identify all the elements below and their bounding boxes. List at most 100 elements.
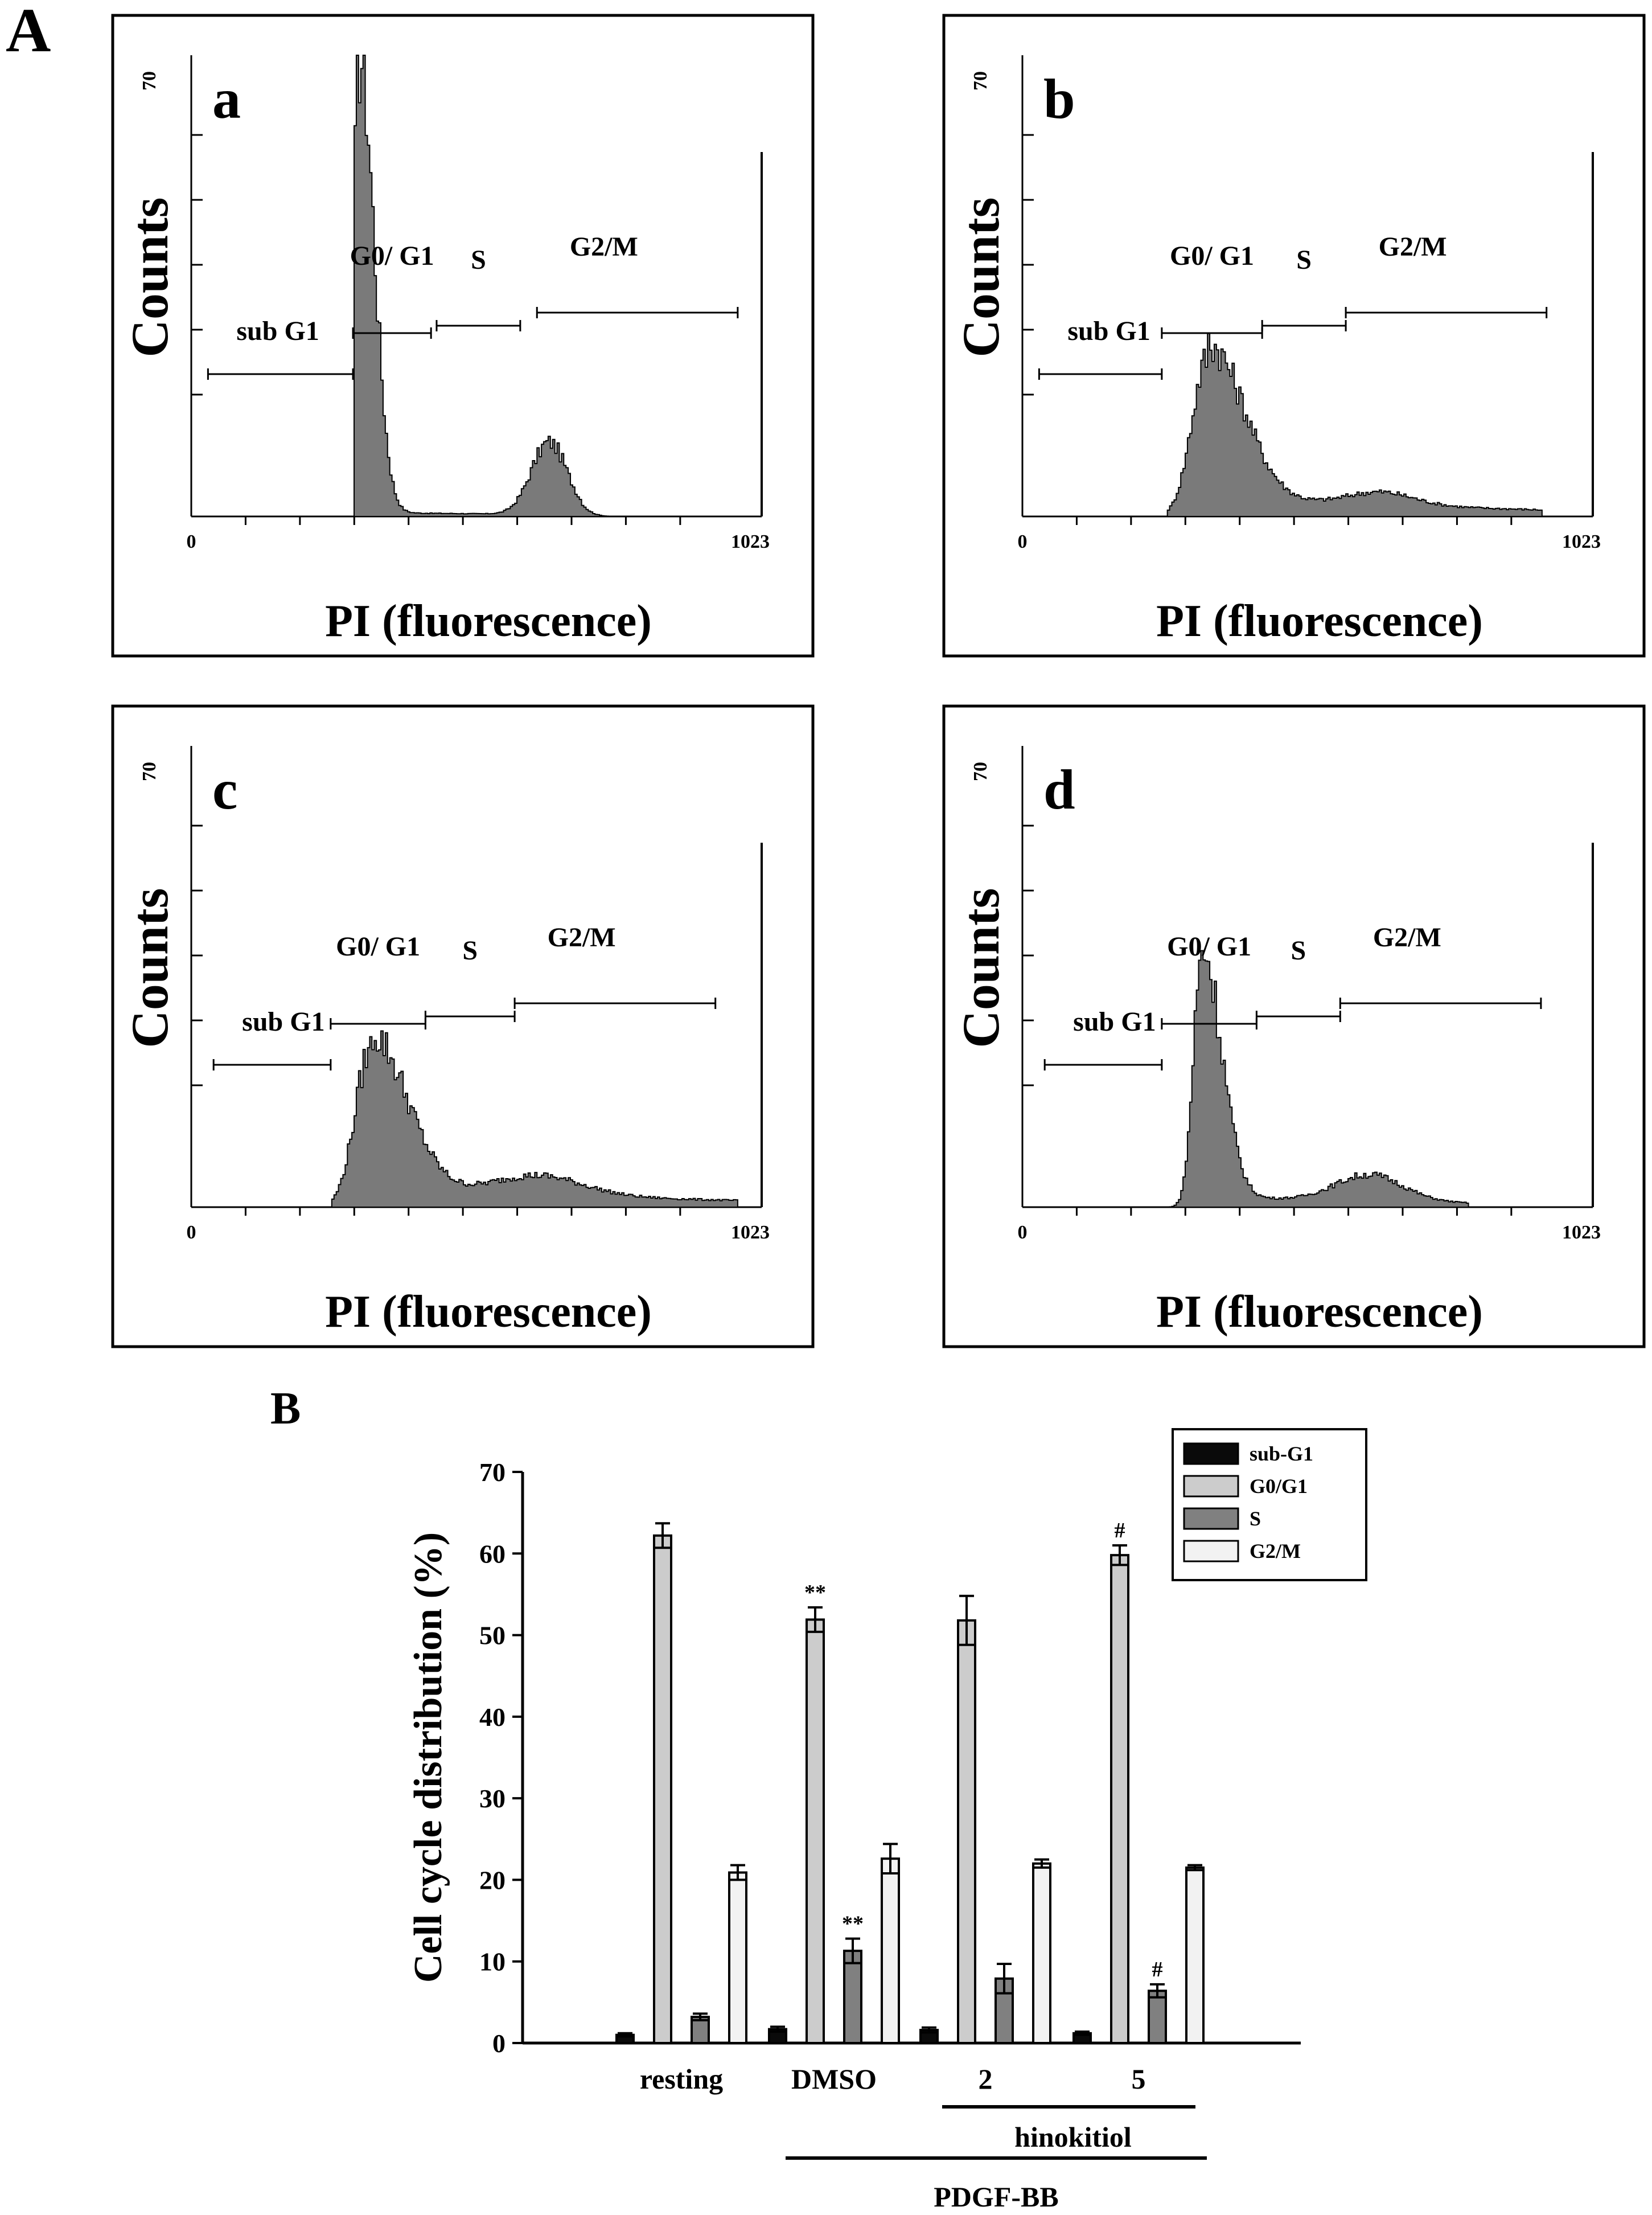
error-bar-G0/G1-DMSO: [808, 1606, 823, 1633]
histogram-area: [191, 1030, 762, 1208]
error-bar-G2/M-5: [1187, 1864, 1202, 1872]
bar-G0/G1-DMSO: [806, 1618, 825, 2044]
bar-G2/M-5: [1185, 1866, 1205, 2045]
y-tick-label-70: 70: [970, 762, 991, 781]
gate-g2m: [513, 998, 717, 1009]
histogram-area: [1022, 950, 1593, 1208]
bar-G0/G1-5: [1110, 1554, 1129, 2044]
significance-marker: **: [804, 1581, 826, 1605]
x-min-label: 0: [187, 531, 196, 552]
y-axis-label: Counts: [952, 197, 1010, 357]
error-bar-S-2: [997, 1963, 1012, 1995]
gate-g0g1: [1161, 327, 1263, 339]
legend-label-S: S: [1250, 1507, 1261, 1530]
x-min-label: 0: [187, 1222, 196, 1243]
y-tick-label: 50: [479, 1621, 506, 1650]
error-bar-G0/G1-2: [959, 1594, 974, 1646]
panel-letter: a: [212, 67, 241, 130]
error-bar-sub-G1-DMSO: [770, 2025, 785, 2033]
gate-label-s: S: [1296, 245, 1312, 275]
y-tick-label: 10: [479, 1947, 506, 1976]
gate-s: [424, 1011, 516, 1022]
gate-g2m: [536, 307, 739, 318]
legend-swatch-sub-G1: [1183, 1442, 1239, 1465]
gate-s: [1261, 320, 1347, 331]
y-tick-label: 70: [479, 1458, 506, 1487]
bar-chart: 0 10 20 30 40 50 60 70 Cell cycle distribution (…: [406, 1428, 1367, 2213]
bar-S-5: [1148, 1990, 1167, 2044]
x-tick-label: 5: [1132, 2063, 1146, 2095]
gate-label-g2m: G2/M: [1373, 922, 1441, 953]
y-axis-label: Counts: [121, 888, 179, 1048]
gate-label-subG1: sub G1: [242, 1007, 324, 1037]
significance-marker: **: [842, 1912, 864, 1936]
y-axis-label: Counts: [952, 888, 1010, 1048]
panel-frame: [942, 14, 1646, 658]
gate-g0g1: [352, 327, 432, 339]
bar-S-DMSO: [843, 1950, 862, 2045]
legend-swatch-G0/G1: [1183, 1475, 1239, 1498]
error-bar-G2/M-DMSO: [883, 1843, 898, 1874]
y-tick-label: 60: [479, 1539, 506, 1568]
y-tick-label: 20: [479, 1865, 506, 1894]
y-axis-label: Counts: [121, 197, 179, 357]
error-bar-S-5: [1150, 1983, 1165, 1999]
x-tick-label: 2: [979, 2063, 993, 2095]
error-bar-S-DMSO: [845, 1937, 860, 1964]
significance-marker: #: [1152, 1958, 1163, 1982]
y-tick-label-70: 70: [139, 762, 160, 781]
bar-G0/G1-resting: [653, 1534, 672, 2045]
y-tick-label-70: 70: [139, 71, 160, 91]
histogram-panels: a 70 Counts 0 1023 PI (fluorescence) sub G1 G0/…: [111, 14, 1646, 1348]
gate-s: [435, 320, 521, 331]
gate-label-subG1: sub G1: [236, 316, 319, 346]
x-tick-label: resting: [640, 2063, 723, 2095]
gate-g0g1: [330, 1018, 426, 1029]
error-bar-sub-G1-2: [922, 2026, 936, 2034]
error-bar-G0/G1-5: [1112, 1544, 1127, 1566]
legend-label-sub-G1: sub-G1: [1250, 1442, 1313, 1465]
x-axis-label: PI (fluorescence): [1156, 596, 1483, 646]
gate-label-g0g1: G0/ G1: [350, 241, 434, 271]
x-min-label: 0: [1018, 1222, 1028, 1243]
gate-label-s: S: [471, 245, 486, 275]
legend-label-G2/M: G2/M: [1250, 1540, 1301, 1562]
panel-frame: [942, 704, 1646, 1348]
bar-G0/G1-2: [957, 1619, 976, 2044]
y-tick-label: 30: [479, 1784, 506, 1813]
gate-g2m: [1339, 998, 1542, 1009]
histogram-panel-c: c 70 Counts 0 1023 PI (fluorescence) sub G1 G0/…: [111, 704, 815, 1348]
x-axis-label: PI (fluorescence): [325, 596, 652, 646]
panel-B-label: B: [270, 1384, 301, 1434]
x-axis-label: PI (fluorescence): [1156, 1287, 1483, 1337]
x-max-label: 1023: [731, 531, 770, 552]
x-axis-label: PI (fluorescence): [325, 1287, 652, 1337]
y-axis-label: Cell cycle distribution (%): [406, 1532, 450, 1983]
gate-label-g2m: G2/M: [548, 922, 616, 953]
histogram-panel-a: a 70 Counts 0 1023 PI (fluorescence) sub G1 G0/…: [111, 14, 815, 658]
panel-letter: c: [212, 758, 237, 821]
gate-label-g0g1: G0/ G1: [1170, 241, 1254, 271]
group-label-hinokitiol: hinokitiol: [1014, 2121, 1132, 2153]
x-max-label: 1023: [731, 1222, 770, 1243]
gate-subG1: [212, 1059, 332, 1070]
error-bar-G0/G1-resting: [655, 1522, 670, 1549]
x-min-label: 0: [1018, 531, 1028, 552]
y-tick-label: 40: [479, 1703, 506, 1732]
gate-label-g2m: G2/M: [1379, 232, 1447, 262]
gate-subG1: [1043, 1059, 1163, 1070]
x-max-label: 1023: [1562, 531, 1601, 552]
x-max-label: 1023: [1562, 1222, 1601, 1243]
panel-A-label: A: [6, 0, 51, 65]
gate-s: [1255, 1011, 1341, 1022]
bar-G2/M-2: [1032, 1862, 1051, 2045]
bar-G2/M-DMSO: [881, 1857, 900, 2045]
bar-G2/M-resting: [728, 1871, 747, 2045]
panel-frame: [111, 14, 815, 658]
gate-label-g0g1: G0/ G1: [1167, 932, 1251, 962]
panel-letter: d: [1043, 758, 1075, 821]
gate-label-subG1: sub G1: [1073, 1007, 1156, 1037]
legend-label-G0/G1: G0/G1: [1250, 1475, 1308, 1498]
error-bar-sub-G1-5: [1075, 2030, 1090, 2036]
